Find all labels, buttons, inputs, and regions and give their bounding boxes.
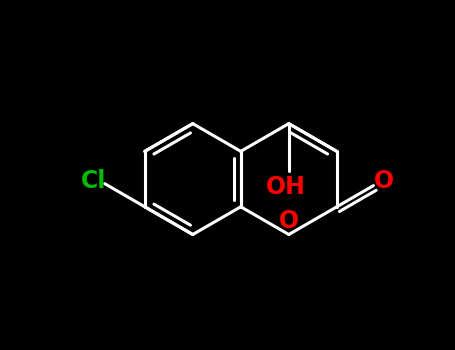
- Text: Cl: Cl: [81, 169, 106, 192]
- Text: OH: OH: [266, 175, 306, 199]
- Text: O: O: [279, 209, 299, 233]
- Text: O: O: [374, 169, 394, 193]
